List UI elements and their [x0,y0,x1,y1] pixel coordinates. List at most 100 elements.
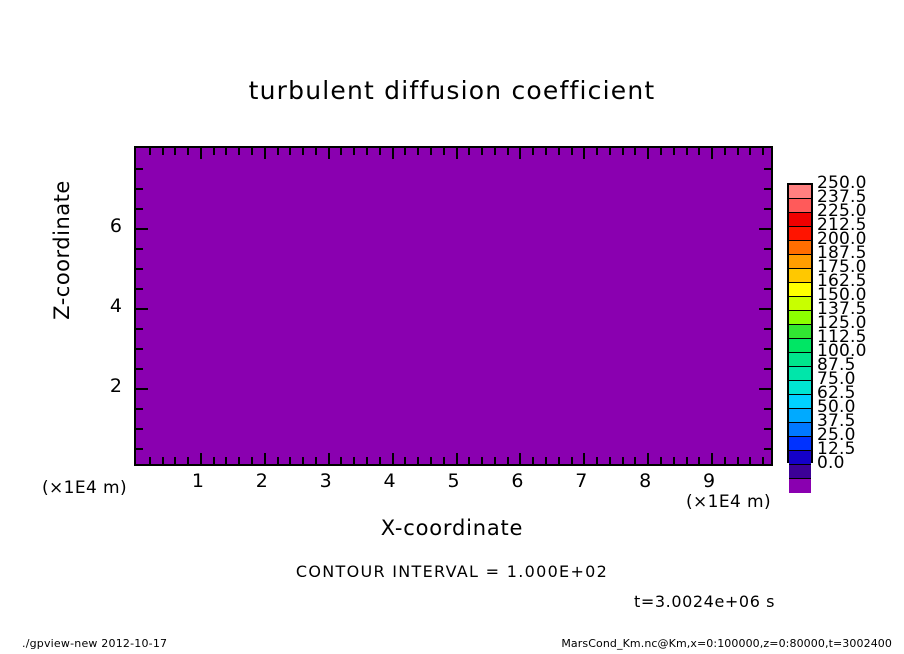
colorbar [787,183,813,493]
colorbar-tick-label: 75.0 [817,369,856,389]
colorbar-tick-label: 175.0 [817,257,867,277]
colorbar-tick-label: 250.0 [817,173,867,193]
colorbar-band [789,353,811,367]
x-tick-label: 3 [319,470,332,492]
y-axis-title: Z-coordinate [50,180,74,320]
x-tick-top [161,148,164,155]
x-tick-label: 4 [383,470,396,492]
y-tick-right [764,348,771,350]
colorbar-tick-label: 150.0 [817,285,867,305]
x-tick-top [621,148,624,155]
y-tick-right [764,208,771,210]
x-tick-top [723,148,726,155]
colorbar-tick-label: 25.0 [817,425,856,445]
x-tick-bottom [366,457,369,464]
x-tick-bottom [532,457,535,464]
x-tick-top [187,148,190,155]
x-tick-bottom [481,457,484,464]
contour-interval-note: CONTOUR INTERVAL = 1.000E+02 [295,562,609,581]
x-tick-bottom [493,457,496,464]
x-tick-top [596,148,599,155]
x-tick-top [353,148,356,155]
colorbar-tick-label: 137.5 [817,299,867,319]
colorbar-band [789,367,811,381]
y-tick-label: 6 [109,215,122,237]
x-tick-bottom [736,457,739,464]
x-tick-label: 6 [511,470,524,492]
y-tick-left [136,268,143,270]
page-title: turbulent diffusion coefficient [248,76,656,105]
y-tick-left [136,248,143,250]
x-tick-top [404,148,407,155]
colorbar-band [789,241,811,255]
colorbar-tick-label: 87.5 [817,355,856,375]
x-tick-top [672,148,675,155]
x-tick-top [659,148,662,155]
x-tick-bottom [263,453,266,464]
y-tick-left [136,428,143,430]
colorbar-tick-label: 100.0 [817,341,867,361]
y-tick-label: 4 [109,295,122,317]
x-tick-bottom [570,457,573,464]
x-tick-top [314,148,317,155]
x-tick-bottom [353,457,356,464]
x-tick-label: 2 [255,470,268,492]
y-tick-right [764,368,771,370]
x-tick-top [519,148,522,159]
y-tick-right [764,188,771,190]
x-tick-bottom [762,457,765,464]
y-tick-left [136,328,143,330]
x-tick-bottom [174,457,177,464]
x-tick-top [225,148,228,155]
colorbar-band [789,297,811,311]
x-tick-top [302,148,305,155]
x-tick-bottom [608,457,611,464]
colorbar-band [789,339,811,353]
x-tick-bottom [711,453,714,464]
x-tick-top [749,148,752,155]
colorbar-band [789,437,811,451]
colorbar-tick-label: 162.5 [817,271,867,291]
y-tick-left [136,448,143,450]
x-tick-top [736,148,739,155]
colorbar-tick-label: 187.5 [817,243,867,263]
colorbar-band [789,451,811,465]
x-tick-top [583,148,586,159]
x-tick-top [544,148,547,155]
x-unit-right-label: (×1E4 m) [686,492,772,512]
x-tick-top [685,148,688,155]
colorbar-band [789,255,811,269]
y-tick-right [759,228,771,230]
y-tick-right [764,248,771,250]
x-unit-left-label: (×1E4 m) [42,478,128,498]
colorbar-band [789,213,811,227]
x-tick-top [455,148,458,159]
x-tick-bottom [685,457,688,464]
x-tick-top [762,148,765,155]
colorbar-band [789,381,811,395]
x-tick-bottom [314,457,317,464]
colorbar-band [789,269,811,283]
x-tick-top [366,148,369,155]
plot-frame [134,146,773,466]
x-tick-bottom [327,453,330,464]
colorbar-band [789,395,811,409]
x-tick-top [442,148,445,155]
y-tick-left [136,408,143,410]
x-tick-bottom [647,453,650,464]
x-tick-label: 7 [575,470,588,492]
x-tick-top [647,148,650,159]
colorbar-tick-label: 0.0 [817,453,845,473]
y-tick-left [136,208,143,210]
y-tick-left [136,228,148,230]
x-tick-bottom [698,457,701,464]
x-tick-top [698,148,701,155]
x-tick-bottom [519,453,522,464]
x-tick-bottom [148,457,151,464]
x-tick-top [493,148,496,155]
x-tick-bottom [455,453,458,464]
x-tick-bottom [238,457,241,464]
x-tick-top [327,148,330,159]
x-tick-bottom [340,457,343,464]
x-tick-label: 9 [703,470,716,492]
